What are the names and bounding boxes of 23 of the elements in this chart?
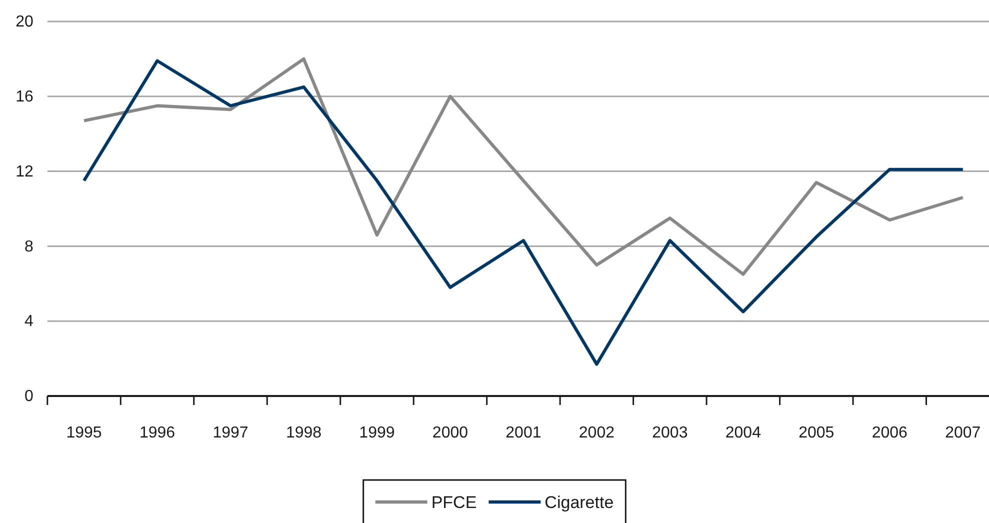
y-tick-label: 16 xyxy=(16,88,34,106)
legend-label: Cigarette xyxy=(544,493,614,512)
y-tick-label: 4 xyxy=(24,313,34,330)
x-tick-label: 1998 xyxy=(286,424,322,442)
x-tick-label: 2004 xyxy=(725,424,762,442)
x-tick-label: 2007 xyxy=(945,424,981,442)
y-tick-label: 20 xyxy=(16,14,34,31)
y-tick-label: 0 xyxy=(24,388,34,406)
x-tick-label: 2002 xyxy=(578,424,615,442)
x-tick-label: 1995 xyxy=(66,424,102,442)
x-tick-label: 1996 xyxy=(139,424,176,442)
x-tick-label: 2005 xyxy=(798,424,834,442)
x-tick-label: 1997 xyxy=(212,424,248,442)
legend-label: PFCE xyxy=(431,493,477,512)
x-tick-label: 2006 xyxy=(872,424,908,442)
line-series xyxy=(82,57,964,276)
x-tick-label: 2000 xyxy=(432,424,468,442)
x-tick-label: 1999 xyxy=(359,424,395,442)
x-tick-label: 2001 xyxy=(506,424,542,442)
y-tick-label: 12 xyxy=(16,163,34,180)
line-series xyxy=(82,59,964,366)
x-tick-label: 2003 xyxy=(652,424,688,442)
y-tick-label: 8 xyxy=(24,238,34,256)
